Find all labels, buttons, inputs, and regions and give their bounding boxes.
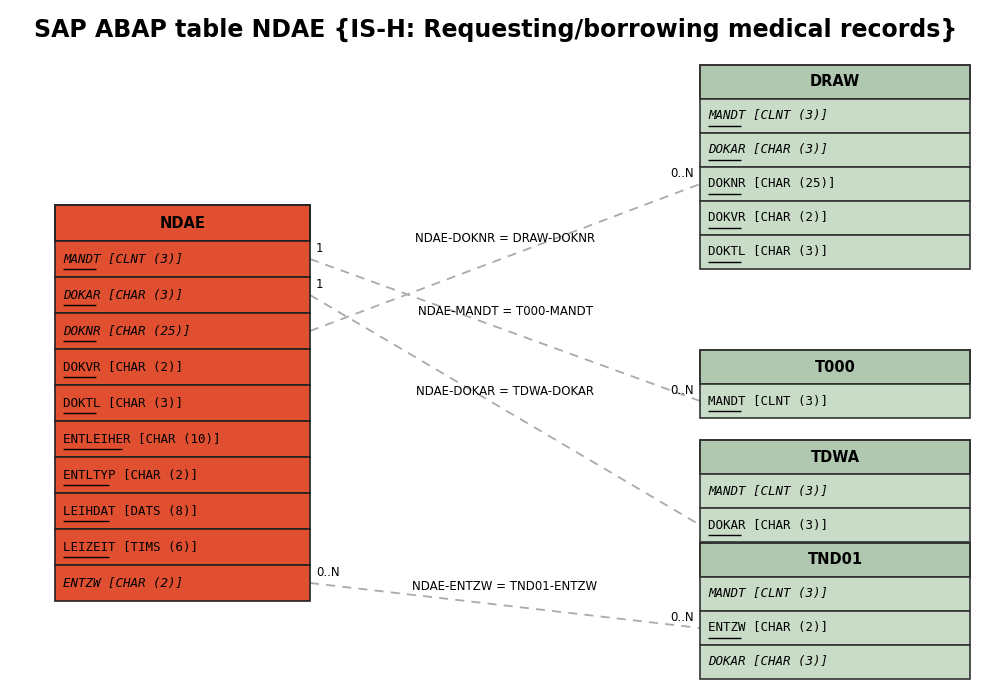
Text: NDAE-DOKNR = DRAW-DOKNR: NDAE-DOKNR = DRAW-DOKNR [415, 232, 595, 245]
Text: DOKNR [CHAR (25)]: DOKNR [CHAR (25)] [708, 178, 835, 191]
Bar [700, 235, 970, 269]
Text: LEIZEIT [TIMS (6)]: LEIZEIT [TIMS (6)] [63, 540, 198, 553]
Text: SAP ABAP table NDAE {IS-H: Requesting/borrowing medical records}: SAP ABAP table NDAE {IS-H: Requesting/bo… [34, 18, 957, 42]
Bar [700, 474, 970, 508]
Bar [700, 133, 970, 167]
Text: TND01: TND01 [808, 553, 862, 568]
Bar [55, 529, 310, 565]
Bar [55, 277, 310, 313]
Bar [700, 543, 970, 577]
Text: DOKVR [CHAR (2)]: DOKVR [CHAR (2)] [63, 361, 183, 374]
Bar [700, 65, 970, 99]
Text: MANDT [CLNT (3)]: MANDT [CLNT (3)] [708, 395, 828, 408]
Bar [700, 201, 970, 235]
Text: NDAE-MANDT = T000-MANDT: NDAE-MANDT = T000-MANDT [417, 305, 593, 318]
Text: 0..N: 0..N [670, 167, 694, 180]
Text: 1: 1 [316, 242, 323, 255]
Text: T000: T000 [815, 359, 855, 374]
Text: ENTLTYP [CHAR (2)]: ENTLTYP [CHAR (2)] [63, 469, 198, 482]
Text: MANDT [CLNT (3)]: MANDT [CLNT (3)] [708, 109, 828, 122]
Text: DRAW: DRAW [810, 74, 860, 89]
Bar [55, 565, 310, 601]
Text: DOKNR [CHAR (25)]: DOKNR [CHAR (25)] [63, 324, 190, 337]
Bar [700, 99, 970, 133]
Bar [55, 421, 310, 457]
Text: ENTZW [CHAR (2)]: ENTZW [CHAR (2)] [63, 576, 183, 589]
Text: 0..N: 0..N [670, 384, 694, 397]
Text: DOKAR [CHAR (3)]: DOKAR [CHAR (3)] [708, 656, 828, 669]
Bar [55, 385, 310, 421]
Text: MANDT [CLNT (3)]: MANDT [CLNT (3)] [708, 587, 828, 600]
Text: ENTLEIHER [CHAR (10)]: ENTLEIHER [CHAR (10)] [63, 432, 221, 445]
Text: DOKAR [CHAR (3)]: DOKAR [CHAR (3)] [708, 518, 828, 531]
Text: DOKVR [CHAR (2)]: DOKVR [CHAR (2)] [708, 212, 828, 225]
Text: 0..N: 0..N [316, 566, 340, 579]
Text: DOKAR [CHAR (3)]: DOKAR [CHAR (3)] [63, 288, 183, 301]
Text: DOKAR [CHAR (3)]: DOKAR [CHAR (3)] [708, 143, 828, 156]
Bar [700, 611, 970, 645]
Text: NDAE-DOKAR = TDWA-DOKAR: NDAE-DOKAR = TDWA-DOKAR [416, 385, 594, 398]
Text: LEIHDAT [DATS (8)]: LEIHDAT [DATS (8)] [63, 505, 198, 518]
Text: 0..N: 0..N [670, 611, 694, 624]
Text: NDAE-ENTZW = TND01-ENTZW: NDAE-ENTZW = TND01-ENTZW [412, 581, 598, 594]
Bar [55, 349, 310, 385]
Bar [700, 167, 970, 201]
Bar [55, 313, 310, 349]
Bar [700, 577, 970, 611]
Bar [700, 440, 970, 474]
Bar [700, 645, 970, 679]
Text: ENTZW [CHAR (2)]: ENTZW [CHAR (2)] [708, 622, 828, 635]
Text: DOKTL [CHAR (3)]: DOKTL [CHAR (3)] [708, 245, 828, 258]
Bar [55, 241, 310, 277]
Text: DOKTL [CHAR (3)]: DOKTL [CHAR (3)] [63, 397, 183, 410]
Text: 1: 1 [316, 278, 323, 291]
Text: MANDT [CLNT (3)]: MANDT [CLNT (3)] [63, 253, 183, 266]
Text: NDAE: NDAE [160, 216, 205, 230]
Bar [700, 350, 970, 384]
Text: MANDT [CLNT (3)]: MANDT [CLNT (3)] [708, 484, 828, 497]
Bar [55, 205, 310, 241]
Bar [55, 493, 310, 529]
Bar [700, 384, 970, 418]
Bar [700, 508, 970, 542]
Bar [55, 457, 310, 493]
Text: TDWA: TDWA [811, 449, 859, 464]
